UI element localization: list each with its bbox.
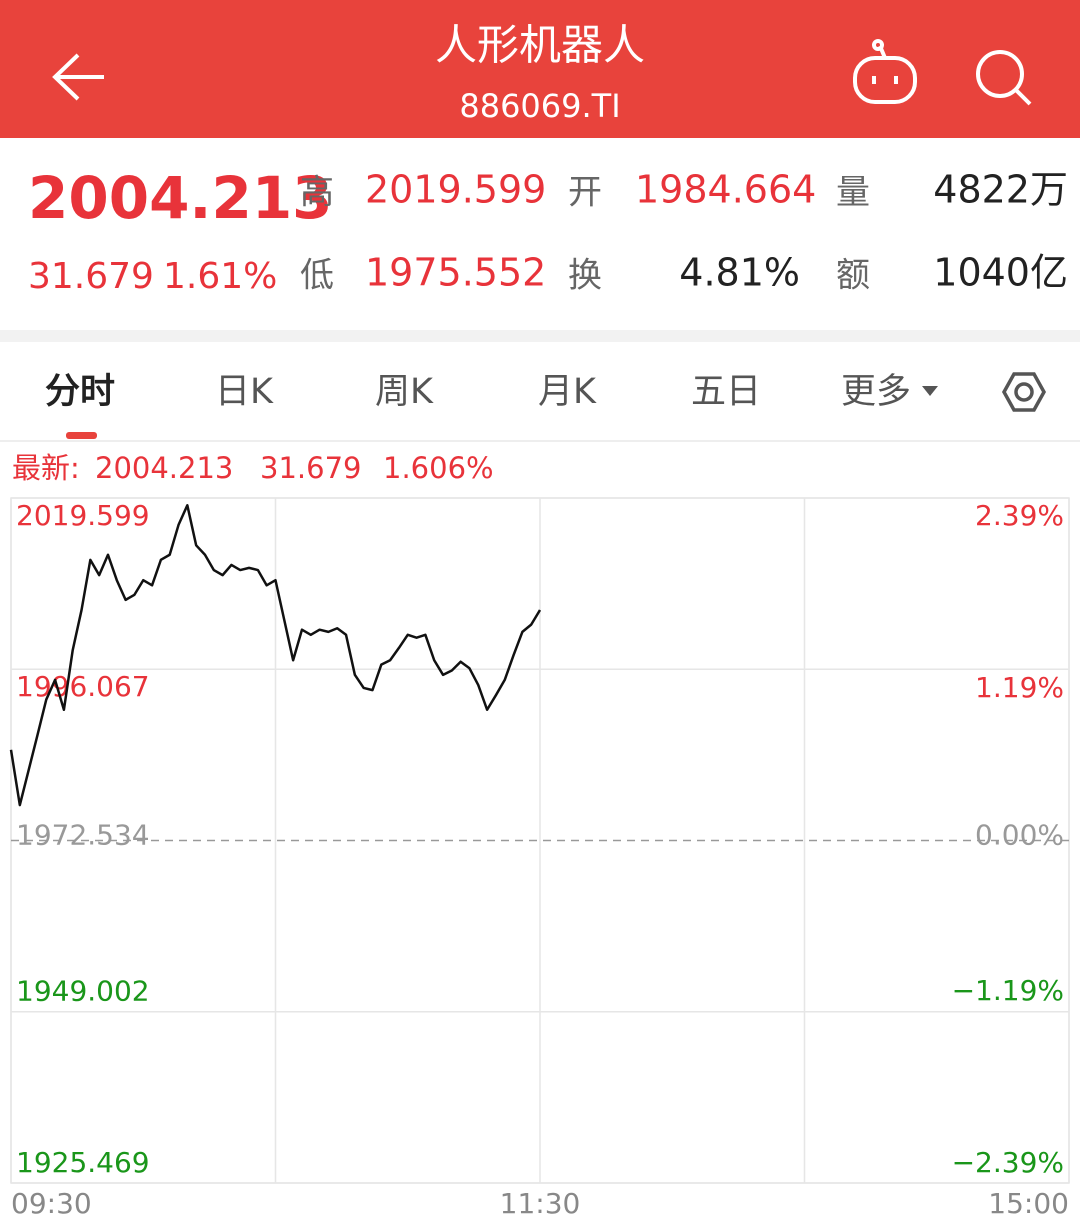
field-value: 4.81% [679, 251, 800, 295]
tab[interactable]: 日K [215, 372, 274, 412]
y-tick-label: 1972.534 [16, 819, 150, 852]
price: 2004.213 [28, 164, 333, 232]
more-arrow [922, 386, 938, 396]
header-code: 886069.TI [459, 87, 620, 125]
tab[interactable]: 周K [375, 372, 434, 412]
x-tick-label: 15:00 [988, 1187, 1069, 1220]
latest-value: 31.679 [260, 451, 361, 485]
tab-indicator [66, 432, 97, 439]
field-value: 1040亿 [933, 251, 1068, 295]
price-line [9, 504, 542, 807]
x-tick-label: 09:30 [11, 1187, 92, 1220]
x-tick-label: 11:30 [500, 1187, 581, 1220]
change-pct: 1.61% [163, 256, 277, 297]
y-tick-label: 2019.599 [16, 499, 150, 532]
tab[interactable]: 更多 [841, 372, 911, 412]
header-bar [0, 0, 1080, 138]
field-value: 4822万 [933, 168, 1068, 212]
field-value: 1984.664 [635, 168, 816, 212]
tab-divider [0, 440, 1080, 442]
field-value: 2019.599 [365, 168, 546, 212]
tab[interactable]: 月K [538, 372, 597, 412]
y-tick-label: 1996.067 [16, 670, 150, 703]
settings-button[interactable] [1001, 372, 1047, 412]
y2-tick-label: 2.39% [975, 499, 1064, 532]
tab[interactable]: 分时 [45, 372, 115, 412]
header-title: 人形机器人 [435, 21, 645, 70]
field-value: 1975.552 [365, 251, 546, 295]
latest-value: 1.606% [383, 451, 494, 485]
y2-tick-label: 0.00% [975, 819, 1064, 852]
field-label: 高 [300, 173, 334, 213]
change: 31.679 [28, 256, 154, 297]
divider [0, 330, 1080, 342]
robot-button[interactable] [853, 39, 917, 104]
tab[interactable]: 五日 [691, 372, 761, 412]
field-label: 量 [836, 173, 870, 213]
search-button[interactable] [976, 50, 1032, 106]
y2-tick-label: 1.19% [975, 671, 1064, 704]
field-label: 低 [300, 256, 334, 296]
field-label: 额 [836, 256, 870, 296]
field-label: 换 [568, 256, 602, 296]
y-tick-label: 1925.469 [16, 1146, 150, 1179]
y2-tick-label: −1.19% [952, 974, 1064, 1007]
latest-value: 2004.213 [95, 451, 233, 485]
field-label: 开 [568, 173, 602, 213]
back-button[interactable] [52, 53, 104, 101]
latest-label: 最新: [12, 451, 80, 485]
y-tick-label: 1949.002 [16, 975, 150, 1008]
y2-tick-label: −2.39% [952, 1146, 1064, 1179]
